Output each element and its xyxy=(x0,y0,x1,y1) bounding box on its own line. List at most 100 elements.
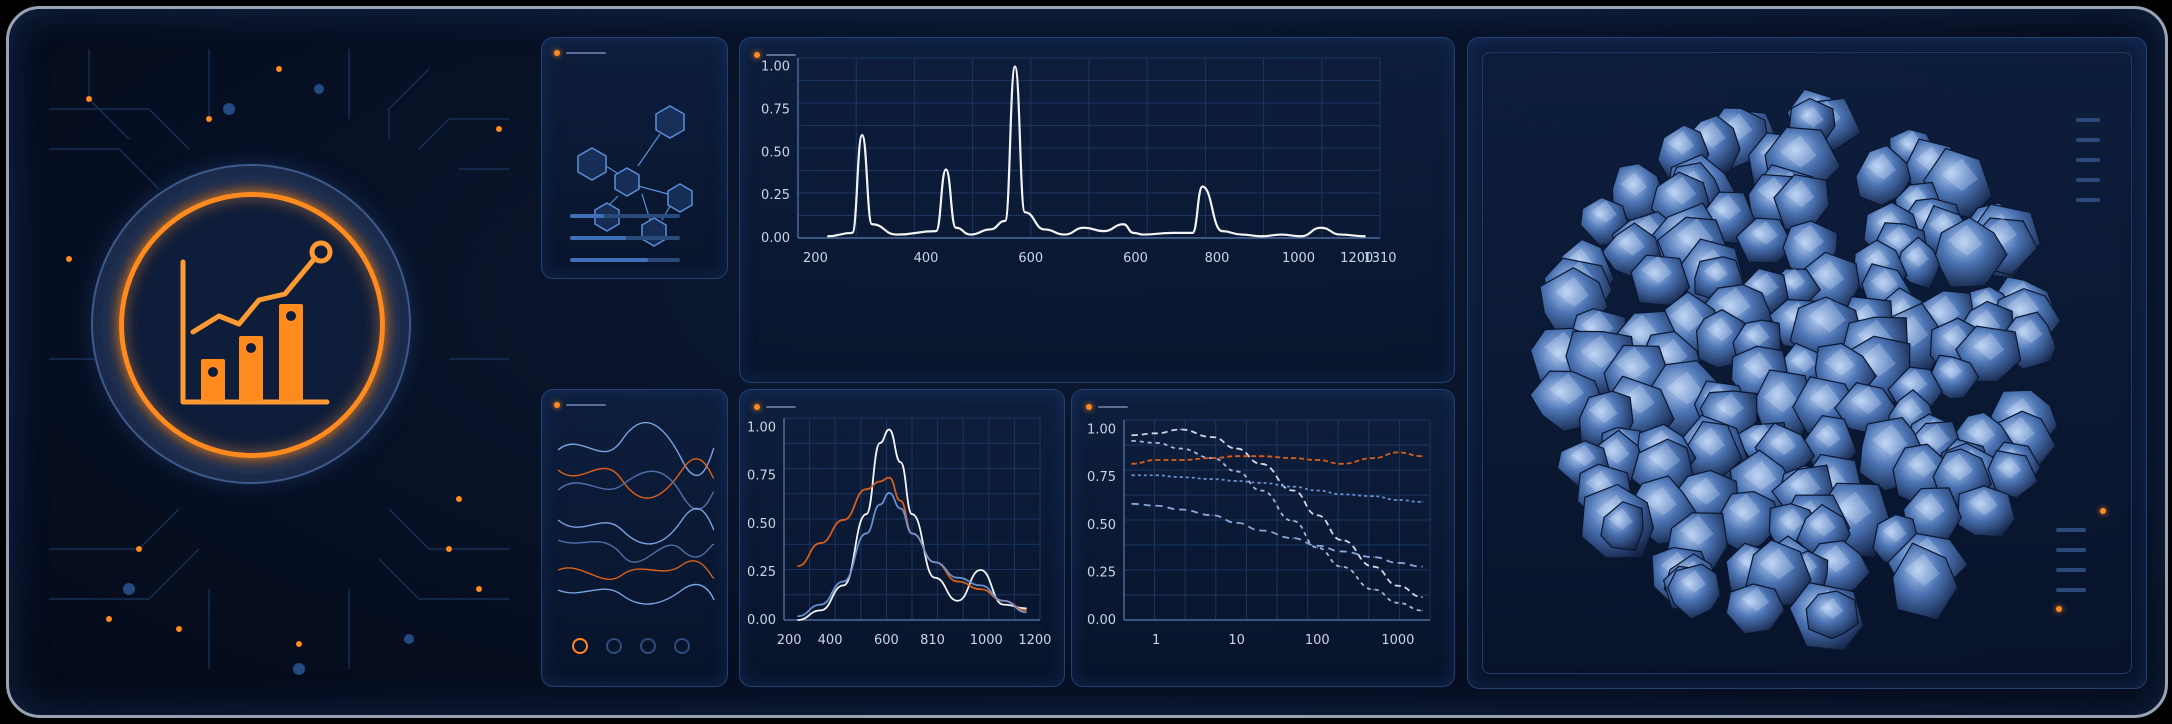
data-point xyxy=(1025,607,1028,610)
x-tick-label: 1200 xyxy=(1018,633,1051,648)
crystal-highlight xyxy=(1617,231,1645,256)
data-point xyxy=(796,619,799,621)
data-point xyxy=(1397,602,1399,604)
crystal-highlight xyxy=(1966,418,1996,445)
crystal-highlight xyxy=(1819,597,1844,619)
crystal-highlight xyxy=(1751,220,1778,245)
data-point xyxy=(956,576,959,579)
y-tick-label: 0.00 xyxy=(1087,613,1116,628)
data-point xyxy=(899,461,902,464)
data-point xyxy=(899,507,902,510)
peak-chart-panel: 1.00 0.75 0.50 0.25 0.00 200 400 600 810 1000 1200 xyxy=(739,389,1065,687)
data-point xyxy=(956,599,959,602)
crystal-facet xyxy=(1600,501,1644,552)
data-point xyxy=(1316,459,1319,461)
hud-readout xyxy=(2076,118,2106,258)
data-point xyxy=(879,480,881,483)
data-point xyxy=(1235,522,1238,524)
crystal-facet xyxy=(1855,144,1912,207)
crystal-facet xyxy=(1805,590,1859,640)
crystal-highlight xyxy=(1666,371,1704,405)
y-tick-label: 1.00 xyxy=(747,421,776,436)
data-point xyxy=(1372,457,1375,459)
crystal-highlight xyxy=(1905,245,1930,267)
crystal-highlight xyxy=(1904,553,1941,586)
status-dot-active[interactable] xyxy=(572,638,588,654)
crystal-highlight xyxy=(1809,384,1842,413)
crystal-highlight xyxy=(1938,358,1963,380)
data-point xyxy=(1179,428,1182,431)
crystal-facet xyxy=(1934,216,2008,289)
x-tick-label: 10 xyxy=(1228,633,1245,648)
data-point xyxy=(1260,455,1262,457)
data-point xyxy=(826,235,829,238)
crystal-highlight xyxy=(1893,315,1929,347)
data-point xyxy=(1260,529,1262,532)
crystal-highlight xyxy=(1679,515,1714,546)
data-point xyxy=(1235,480,1238,482)
series-line xyxy=(1131,440,1423,612)
crystal-highlight xyxy=(1866,153,1897,180)
status-dot[interactable] xyxy=(674,638,690,654)
data-point xyxy=(1142,233,1145,236)
data-point xyxy=(1002,603,1005,606)
crystal-highlight xyxy=(1906,450,1937,478)
panel-header-line xyxy=(566,404,606,406)
crystal-highlight xyxy=(1900,369,1928,394)
crystal-highlight xyxy=(1941,158,1979,192)
x-tick-label: 1310 xyxy=(1363,251,1396,266)
data-point xyxy=(865,532,868,535)
data-point xyxy=(934,561,936,564)
crystal-highlight xyxy=(1600,438,1630,464)
status-dot[interactable] xyxy=(640,638,656,654)
data-point xyxy=(1131,474,1133,477)
crystal-cluster-image xyxy=(1529,88,2062,652)
decay-chart: 1.00 0.75 0.50 0.25 0.00 1 10 100 1000 xyxy=(1087,419,1431,648)
data-point xyxy=(861,134,863,136)
crystal-cluster-panel xyxy=(1467,37,2147,689)
circuit-background xyxy=(49,49,509,675)
progress-bar xyxy=(570,236,626,240)
crystal-highlight xyxy=(1824,348,1855,376)
data-point xyxy=(1172,232,1174,234)
data-point xyxy=(871,223,873,226)
crystal-highlight xyxy=(1864,249,1890,272)
data-point xyxy=(1201,185,1204,188)
crystal-highlight xyxy=(1882,520,1907,543)
crystal-highlight xyxy=(1555,276,1590,308)
x-tick-label: 1200 xyxy=(1340,251,1373,266)
data-point xyxy=(879,503,881,506)
data-point xyxy=(1316,489,1319,492)
crystal-facet xyxy=(1667,563,1721,620)
data-point xyxy=(1155,459,1157,461)
crystal-highlight xyxy=(1620,172,1647,196)
crystal-highlight xyxy=(1722,113,1753,140)
data-point xyxy=(1122,223,1125,226)
data-point xyxy=(1211,514,1214,517)
crystal-highlight xyxy=(1647,442,1681,472)
data-point xyxy=(865,513,868,515)
data-point xyxy=(969,233,972,236)
crystal-highlight xyxy=(1808,299,1847,333)
data-point xyxy=(955,226,957,229)
status-dot[interactable] xyxy=(606,638,622,654)
crystal-highlight xyxy=(2006,291,2040,321)
data-point xyxy=(1397,584,1399,587)
data-point xyxy=(1235,455,1238,457)
data-point xyxy=(1397,451,1399,454)
data-point xyxy=(911,532,913,535)
data-point xyxy=(851,232,854,234)
data-point xyxy=(1132,232,1135,234)
data-point xyxy=(842,584,845,587)
data-point xyxy=(842,519,845,521)
data-point xyxy=(934,576,936,579)
data-point xyxy=(1063,233,1066,236)
crystal-highlight xyxy=(1789,470,1822,499)
crystal-highlight xyxy=(1790,349,1816,373)
crystal-highlight xyxy=(1778,508,1805,532)
y-tick-label: 0.25 xyxy=(747,565,776,580)
x-tick-label: 400 xyxy=(914,251,939,266)
data-point xyxy=(979,584,982,587)
data-point xyxy=(989,228,992,231)
series-line xyxy=(1131,502,1423,568)
